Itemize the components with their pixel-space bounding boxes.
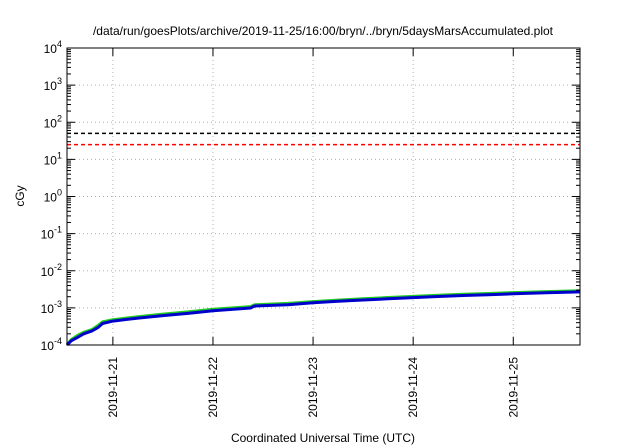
chart-title: /data/run/goesPlots/archive/2019-11-25/1… bbox=[93, 24, 554, 38]
series-line bbox=[65, 290, 581, 347]
x-axis-label: Coordinated Universal Time (UTC) bbox=[231, 431, 415, 445]
x-tick-label: 2019-11-22 bbox=[206, 357, 220, 418]
y-axis-label: cGy bbox=[13, 185, 27, 206]
reference-lines bbox=[67, 132, 580, 146]
x-tick-label: 2019-11-23 bbox=[306, 357, 320, 418]
grid bbox=[67, 48, 580, 345]
y-tick-label: 100 bbox=[44, 188, 62, 205]
y-axis: 10-4 10-3 10-2 10-1 100 101 102 103 104 bbox=[41, 39, 580, 353]
x-tick-label: 2019-11-24 bbox=[406, 357, 420, 418]
y-tick-label: 104 bbox=[44, 39, 62, 56]
y-tick-label: 102 bbox=[44, 113, 62, 130]
x-axis: 2019-11-21 2019-11-22 2019-11-23 2019-11-24… bbox=[106, 48, 520, 418]
y-tick-label: 101 bbox=[44, 150, 62, 167]
y-tick-label: 10-3 bbox=[41, 299, 62, 316]
data-series bbox=[65, 289, 581, 347]
y-tick-label: 10-4 bbox=[41, 336, 62, 353]
x-tick-label: 2019-11-21 bbox=[106, 357, 120, 418]
y-tick-label: 10-1 bbox=[41, 225, 62, 242]
y-tick-label: 10-2 bbox=[41, 262, 62, 279]
x-tick-label: 2019-11-25 bbox=[506, 357, 520, 418]
y-tick-label: 103 bbox=[44, 76, 62, 93]
